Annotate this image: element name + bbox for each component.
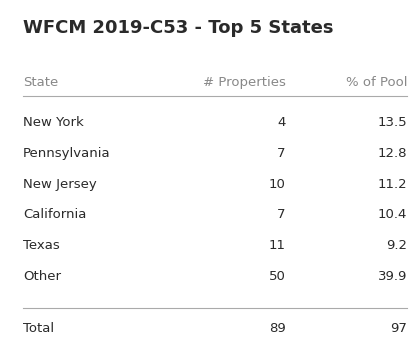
Text: 4: 4 <box>277 116 286 129</box>
Text: 13.5: 13.5 <box>378 116 407 129</box>
Text: New York: New York <box>23 116 84 129</box>
Text: 11.2: 11.2 <box>378 178 407 191</box>
Text: New Jersey: New Jersey <box>23 178 97 191</box>
Text: State: State <box>23 76 58 89</box>
Text: WFCM 2019-C53 - Top 5 States: WFCM 2019-C53 - Top 5 States <box>23 19 333 36</box>
Text: 10: 10 <box>269 178 286 191</box>
Text: 50: 50 <box>269 270 286 283</box>
Text: Texas: Texas <box>23 239 60 252</box>
Text: Pennsylvania: Pennsylvania <box>23 147 111 160</box>
Text: 89: 89 <box>269 322 286 335</box>
Text: California: California <box>23 208 87 221</box>
Text: % of Pool: % of Pool <box>346 76 407 89</box>
Text: 11: 11 <box>269 239 286 252</box>
Text: 9.2: 9.2 <box>386 239 407 252</box>
Text: 7: 7 <box>277 208 286 221</box>
Text: 10.4: 10.4 <box>378 208 407 221</box>
Text: 12.8: 12.8 <box>378 147 407 160</box>
Text: 39.9: 39.9 <box>378 270 407 283</box>
Text: Total: Total <box>23 322 54 335</box>
Text: 7: 7 <box>277 147 286 160</box>
Text: Other: Other <box>23 270 61 283</box>
Text: # Properties: # Properties <box>203 76 286 89</box>
Text: 97: 97 <box>391 322 407 335</box>
